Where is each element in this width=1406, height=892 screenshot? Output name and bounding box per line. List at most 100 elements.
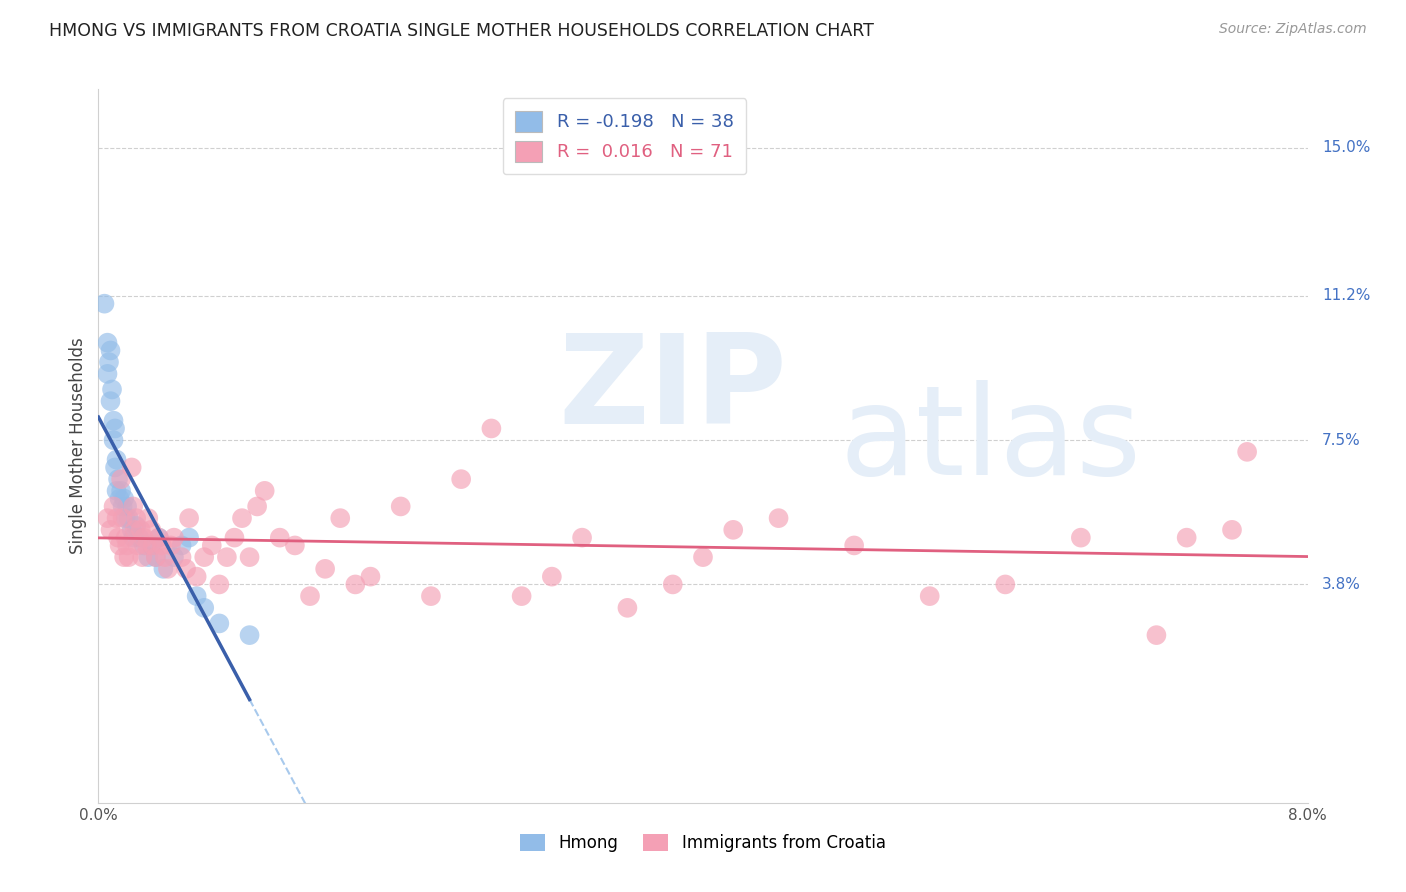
Point	[253, 483, 276, 498]
Point	[844, 538, 866, 552]
Point	[174, 562, 197, 576]
Point	[239, 628, 262, 642]
Point	[231, 511, 253, 525]
Point	[136, 511, 159, 525]
Point	[616, 600, 638, 615]
Point	[314, 562, 336, 576]
Point	[136, 550, 159, 565]
Point	[918, 589, 941, 603]
Point	[156, 562, 179, 576]
Point	[105, 483, 128, 498]
Point	[100, 343, 122, 358]
Point	[723, 523, 745, 537]
Point	[208, 577, 231, 591]
Point	[96, 335, 118, 350]
Point	[152, 562, 174, 576]
Point	[215, 550, 238, 565]
Point	[111, 511, 134, 525]
Point	[118, 511, 141, 525]
Point	[103, 500, 125, 514]
Y-axis label: Single Mother Households: Single Mother Households	[69, 338, 87, 554]
Point	[103, 433, 125, 447]
Point	[193, 550, 215, 565]
Point	[145, 550, 167, 565]
Point	[768, 511, 790, 525]
Point	[105, 452, 128, 467]
Point	[299, 589, 322, 603]
Point	[122, 531, 145, 545]
Point	[93, 296, 115, 310]
Point	[104, 460, 127, 475]
Point	[108, 491, 131, 506]
Point	[481, 421, 503, 435]
Point	[148, 531, 170, 545]
Point	[115, 500, 138, 514]
Point	[141, 538, 163, 552]
Point	[344, 577, 367, 591]
Point	[510, 589, 533, 603]
Point	[389, 500, 412, 514]
Point	[129, 523, 152, 537]
Point	[153, 550, 176, 565]
Text: 11.2%: 11.2%	[1322, 288, 1371, 303]
Point	[186, 589, 208, 603]
Point	[1146, 628, 1168, 642]
Text: atlas: atlas	[839, 380, 1142, 500]
Legend: Hmong, Immigrants from Croatia: Hmong, Immigrants from Croatia	[513, 827, 893, 859]
Point	[125, 511, 148, 525]
Text: 3.8%: 3.8%	[1322, 577, 1361, 592]
Point	[110, 483, 132, 498]
Text: Source: ZipAtlas.com: Source: ZipAtlas.com	[1219, 22, 1367, 37]
Point	[1236, 445, 1258, 459]
Point	[571, 531, 593, 545]
Point	[111, 500, 134, 514]
Point	[145, 550, 167, 565]
Point	[112, 550, 135, 565]
Point	[121, 460, 143, 475]
Point	[141, 523, 163, 537]
Point	[122, 500, 145, 514]
Text: 7.5%: 7.5%	[1322, 433, 1361, 448]
Text: HMONG VS IMMIGRANTS FROM CROATIA SINGLE MOTHER HOUSEHOLDS CORRELATION CHART: HMONG VS IMMIGRANTS FROM CROATIA SINGLE …	[49, 22, 875, 40]
Point	[269, 531, 291, 545]
Point	[128, 531, 150, 545]
Point	[284, 538, 307, 552]
Point	[100, 523, 122, 537]
Point	[132, 531, 155, 545]
Point	[107, 472, 129, 486]
Point	[1070, 531, 1092, 545]
Point	[1220, 523, 1243, 537]
Point	[114, 511, 136, 525]
Point	[186, 569, 208, 583]
Point	[107, 531, 129, 545]
Point	[420, 589, 443, 603]
Point	[131, 550, 153, 565]
Point	[163, 550, 186, 565]
Point	[98, 355, 121, 369]
Point	[201, 538, 224, 552]
Point	[121, 523, 143, 537]
Point	[450, 472, 472, 486]
Point	[994, 577, 1017, 591]
Point	[104, 421, 127, 435]
Point	[96, 367, 118, 381]
Point	[105, 511, 128, 525]
Point	[110, 472, 132, 486]
Point	[179, 531, 201, 545]
Point	[103, 414, 125, 428]
Point	[163, 531, 186, 545]
Point	[1175, 531, 1198, 545]
Text: ZIP: ZIP	[558, 329, 787, 450]
Point	[150, 538, 173, 552]
Point	[135, 538, 157, 552]
Point	[193, 600, 215, 615]
Text: 15.0%: 15.0%	[1322, 140, 1371, 155]
Point	[170, 538, 193, 552]
Point	[108, 538, 131, 552]
Point	[127, 538, 149, 552]
Point	[148, 531, 170, 545]
Point	[101, 383, 124, 397]
Point	[246, 500, 269, 514]
Point	[115, 538, 138, 552]
Point	[692, 550, 714, 565]
